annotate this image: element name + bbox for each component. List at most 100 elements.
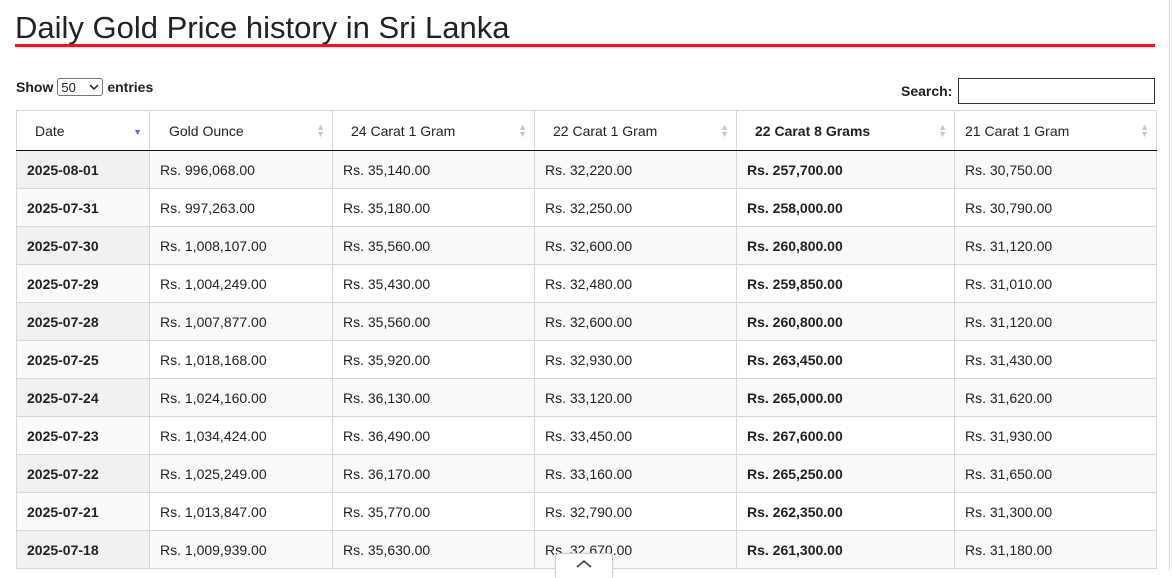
column-header-label: 22 Carat 8 Grams	[755, 122, 871, 139]
table-body: 2025-08-01 Rs. 996,068.00 Rs. 35,140.00 …	[16, 150, 1157, 569]
chevron-down-icon	[89, 79, 99, 100]
carat24-1g-cell: Rs. 35,140.00	[332, 150, 535, 189]
gold-ounce-cell: Rs. 1,008,107.00	[149, 226, 333, 265]
carat22-1g-cell: Rs. 33,450.00	[534, 416, 737, 455]
column-header-date[interactable]: Date ▼	[16, 110, 150, 151]
carat22-8g-cell: Rs. 257,700.00	[736, 150, 955, 189]
carat21-1g-cell: Rs. 31,430.00	[954, 340, 1157, 379]
table-row: 2025-07-22 Rs. 1,025,249.00 Rs. 36,170.0…	[16, 454, 1157, 493]
carat21-1g-cell: Rs. 31,620.00	[954, 378, 1157, 417]
carat22-8g-cell: Rs. 262,350.00	[736, 492, 955, 531]
entries-select-value: 50	[61, 79, 76, 95]
carat21-1g-cell: Rs. 31,010.00	[954, 264, 1157, 303]
date-cell: 2025-07-29	[16, 264, 150, 303]
sort-both-icon: ▲ ▼	[1140, 122, 1149, 139]
carat22-8g-cell: Rs. 267,600.00	[736, 416, 955, 455]
table-row: 2025-07-28 Rs. 1,007,877.00 Rs. 35,560.0…	[16, 302, 1157, 341]
table-row: 2025-07-30 Rs. 1,008,107.00 Rs. 35,560.0…	[16, 226, 1157, 265]
gold-ounce-cell: Rs. 1,018,168.00	[149, 340, 333, 379]
carat24-1g-cell: Rs. 35,630.00	[332, 530, 535, 569]
carat22-8g-cell: Rs. 259,850.00	[736, 264, 955, 303]
table-row: 2025-07-31 Rs. 997,263.00 Rs. 35,180.00 …	[16, 188, 1157, 227]
table-row: 2025-07-23 Rs. 1,034,424.00 Rs. 36,490.0…	[16, 416, 1157, 455]
gold-ounce-cell: Rs. 997,263.00	[149, 188, 333, 227]
carat21-1g-cell: Rs. 31,930.00	[954, 416, 1157, 455]
table-row: 2025-07-25 Rs. 1,018,168.00 Rs. 35,920.0…	[16, 340, 1157, 379]
carat21-1g-cell: Rs. 30,750.00	[954, 150, 1157, 189]
carat22-1g-cell: Rs. 32,600.00	[534, 226, 737, 265]
carat22-1g-cell: Rs. 32,930.00	[534, 340, 737, 379]
search-label: Search:	[901, 83, 953, 99]
gold-price-table: Date ▼ Gold Ounce ▲ ▼ 24 Carat 1 Gram ▲ ▼ …	[16, 110, 1157, 569]
gold-ounce-cell: Rs. 996,068.00	[149, 150, 333, 189]
carat21-1g-cell: Rs. 31,180.00	[954, 530, 1157, 569]
search-control: Search:	[901, 78, 1156, 104]
table-row: 2025-08-01 Rs. 996,068.00 Rs. 35,140.00 …	[16, 150, 1157, 189]
column-header-21-carat-1-gram[interactable]: 21 Carat 1 Gram ▲ ▼	[954, 110, 1157, 151]
carat22-1g-cell: Rs. 32,600.00	[534, 302, 737, 341]
carat21-1g-cell: Rs. 30,790.00	[954, 188, 1157, 227]
date-cell: 2025-07-18	[16, 530, 150, 569]
gold-ounce-cell: Rs. 1,025,249.00	[149, 454, 333, 493]
carat22-1g-cell: Rs. 32,790.00	[534, 492, 737, 531]
carat24-1g-cell: Rs. 35,560.00	[332, 226, 535, 265]
table-header-row: Date ▼ Gold Ounce ▲ ▼ 24 Carat 1 Gram ▲ ▼ …	[16, 110, 1157, 151]
table-row: 2025-07-24 Rs. 1,024,160.00 Rs. 36,130.0…	[16, 378, 1157, 417]
carat24-1g-cell: Rs. 35,920.00	[332, 340, 535, 379]
carat24-1g-cell: Rs. 36,170.00	[332, 454, 535, 493]
carat21-1g-cell: Rs. 31,120.00	[954, 302, 1157, 341]
entries-select[interactable]: 50	[57, 78, 104, 96]
entries-label: entries	[107, 79, 154, 95]
scroll-to-top-button[interactable]	[555, 553, 613, 578]
date-cell: 2025-07-25	[16, 340, 150, 379]
carat21-1g-cell: Rs. 31,120.00	[954, 226, 1157, 265]
carat22-1g-cell: Rs. 32,250.00	[534, 188, 737, 227]
carat24-1g-cell: Rs. 35,180.00	[332, 188, 535, 227]
date-cell: 2025-07-22	[16, 454, 150, 493]
sort-both-icon: ▲ ▼	[316, 122, 325, 139]
column-header-22-carat-8-grams[interactable]: 22 Carat 8 Grams ▲ ▼	[736, 110, 955, 151]
date-cell: 2025-07-21	[16, 492, 150, 531]
carat24-1g-cell: Rs. 35,560.00	[332, 302, 535, 341]
carat22-1g-cell: Rs. 32,220.00	[534, 150, 737, 189]
carat21-1g-cell: Rs. 31,300.00	[954, 492, 1157, 531]
chevron-up-icon	[576, 559, 592, 568]
column-header-label: Gold Ounce	[169, 122, 244, 139]
table-row: 2025-07-21 Rs. 1,013,847.00 Rs. 35,770.0…	[16, 492, 1157, 531]
column-header-24-carat-1-gram[interactable]: 24 Carat 1 Gram ▲ ▼	[332, 110, 535, 151]
gold-ounce-cell: Rs. 1,034,424.00	[149, 416, 333, 455]
carat21-1g-cell: Rs. 31,650.00	[954, 454, 1157, 493]
gold-ounce-cell: Rs. 1,013,847.00	[149, 492, 333, 531]
table-row: 2025-07-18 Rs. 1,009,939.00 Rs. 35,630.0…	[16, 530, 1157, 569]
sort-desc-icon: ▼	[133, 127, 142, 137]
carat24-1g-cell: Rs. 36,490.00	[332, 416, 535, 455]
date-cell: 2025-07-30	[16, 226, 150, 265]
column-header-label: Date	[35, 122, 65, 139]
sort-both-icon: ▲ ▼	[720, 122, 729, 139]
carat22-8g-cell: Rs. 260,800.00	[736, 302, 955, 341]
date-cell: 2025-07-23	[16, 416, 150, 455]
column-header-22-carat-1-gram[interactable]: 22 Carat 1 Gram ▲ ▼	[534, 110, 737, 151]
carat22-1g-cell: Rs. 33,120.00	[534, 378, 737, 417]
search-input[interactable]	[958, 78, 1156, 104]
carat24-1g-cell: Rs. 36,130.00	[332, 378, 535, 417]
carat22-8g-cell: Rs. 265,000.00	[736, 378, 955, 417]
carat22-8g-cell: Rs. 258,000.00	[736, 188, 955, 227]
carat22-8g-cell: Rs. 265,250.00	[736, 454, 955, 493]
window-edge	[1169, 0, 1170, 570]
table-row: 2025-07-29 Rs. 1,004,249.00 Rs. 35,430.0…	[16, 264, 1157, 303]
date-cell: 2025-07-31	[16, 188, 150, 227]
carat22-8g-cell: Rs. 263,450.00	[736, 340, 955, 379]
column-header-label: 22 Carat 1 Gram	[553, 122, 658, 139]
show-label: Show	[16, 79, 54, 95]
date-cell: 2025-08-01	[16, 150, 150, 189]
carat22-1g-cell: Rs. 32,480.00	[534, 264, 737, 303]
column-header-gold-ounce[interactable]: Gold Ounce ▲ ▼	[149, 110, 333, 151]
carat22-1g-cell: Rs. 33,160.00	[534, 454, 737, 493]
page-title: Daily Gold Price history in Sri Lanka	[15, 10, 510, 45]
carat22-8g-cell: Rs. 261,300.00	[736, 530, 955, 569]
gold-ounce-cell: Rs. 1,004,249.00	[149, 264, 333, 303]
entries-length-control: Show 50 entries	[16, 78, 153, 96]
sort-both-icon: ▲ ▼	[518, 122, 527, 139]
carat22-8g-cell: Rs. 260,800.00	[736, 226, 955, 265]
